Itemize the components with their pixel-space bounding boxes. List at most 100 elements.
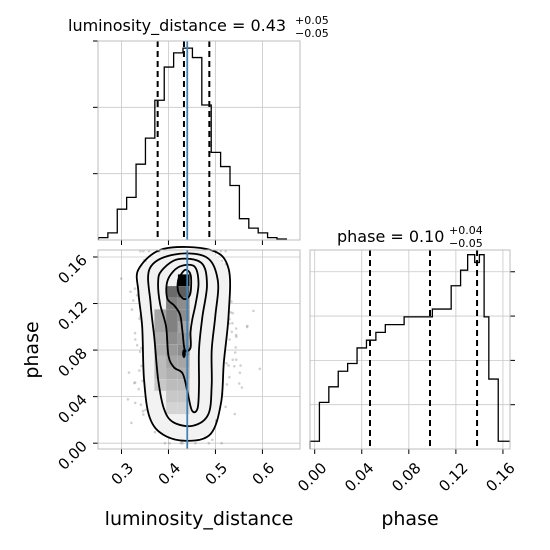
- joint-scatter-point: [225, 383, 229, 386]
- joint-density-cell-29: [177, 402, 190, 415]
- phase-hist-step: [309, 254, 510, 449]
- joint-scatter-point: [227, 364, 230, 367]
- phase-hist-outline: [309, 254, 510, 449]
- joint-scatter-point: [119, 277, 123, 280]
- joint-scatter-point: [133, 401, 137, 405]
- joint-scatter-point: [234, 346, 237, 349]
- joint-scatter-point: [132, 299, 135, 302]
- joint-scatter-point: [127, 371, 131, 374]
- joint-density-cell-28: [166, 402, 178, 415]
- phase-hist-frame: [309, 249, 511, 450]
- phase-hist-xtick-label-2: 0.08: [388, 459, 424, 495]
- phase-hist-xtick-label-4: 0.16: [482, 459, 518, 495]
- joint-density-cell-22: [177, 367, 190, 380]
- joint-density-cell-5: [154, 309, 167, 321]
- joint-scatter-point: [141, 379, 144, 383]
- joint-density-cell-1: [166, 286, 178, 298]
- joint-scatter-point: [246, 324, 249, 328]
- joint-scatter-point: [252, 309, 255, 313]
- joint-scatter-point: [231, 311, 234, 315]
- joint-scatter-point: [233, 364, 236, 368]
- joint-scatter-point: [153, 430, 157, 434]
- joint-frame: [97, 249, 301, 450]
- joint-scatter-point: [133, 338, 137, 341]
- luminosity-distance-hist-frame: [97, 40, 301, 241]
- joint-density-cell-26: [166, 390, 178, 403]
- joint-y-axis-label: phase: [21, 321, 43, 378]
- luminosity-distance-title-main: luminosity_distance = 0.43: [68, 16, 286, 36]
- joint-scatter-point: [142, 413, 145, 416]
- joint-contour-3: [147, 252, 220, 428]
- joint-scatter-point: [231, 321, 234, 325]
- luminosity-distance-title-sup: +0.05: [295, 14, 329, 27]
- joint-scatter-point: [138, 369, 141, 372]
- joint-scatter-point: [126, 398, 130, 401]
- joint-density-cell-4: [177, 297, 190, 310]
- joint-ytick-label-3: 0.12: [54, 298, 90, 334]
- phase-quantile-lines: [369, 250, 479, 449]
- joint-scatter-point: [138, 317, 141, 321]
- joint-density-cell-24: [166, 379, 178, 391]
- joint-density-cell-19: [177, 355, 190, 368]
- joint-density-cell-14: [154, 344, 167, 356]
- joint-scatter-point: [130, 308, 134, 311]
- joint-xtick-label-0: 0.3: [108, 459, 138, 489]
- phase-histogram-panel: phase = 0.10 +0.04 −0.05 0.00 0.04 0.08 0.1…: [294, 224, 519, 530]
- joint-scatter-point: [181, 441, 184, 445]
- luminosity-distance-title-sub: −0.05: [295, 27, 329, 40]
- joint-scatter-point: [141, 409, 145, 413]
- joint-density-cell-15: [166, 344, 178, 356]
- joint-contours: [135, 246, 232, 442]
- phase-title-sub: −0.05: [449, 237, 483, 250]
- joint-density-cell-18: [166, 355, 178, 368]
- joint-density-cell-25: [177, 379, 190, 391]
- joint-contour-2: [157, 257, 208, 414]
- joint-scatter-point: [133, 331, 137, 335]
- joint-scatter-point: [235, 335, 238, 339]
- joint-scatter-point: [233, 412, 237, 416]
- joint-scatter-point: [240, 386, 244, 389]
- joint-scatter-point: [233, 351, 237, 354]
- joint-scatter-point: [139, 249, 142, 253]
- joint-density-cell-21: [166, 367, 178, 380]
- joint-density-cell-12: [166, 332, 178, 345]
- joint-scatter-point: [194, 441, 197, 445]
- joint-scatter-point: [139, 403, 143, 407]
- joint-scatter-point: [258, 367, 262, 371]
- phase-hist-xtick-label-1: 0.04: [341, 459, 377, 495]
- joint-scatter-point: [237, 382, 241, 385]
- joint-ytick-label-1: 0.04: [54, 391, 90, 427]
- joint-density-cell-27: [177, 390, 190, 403]
- luminosity-distance-hist-ticks: [93, 40, 263, 245]
- phase-title: phase = 0.10: [337, 227, 444, 246]
- joint-ytick-label-2: 0.08: [54, 344, 90, 380]
- phase-hist-xtick-label-3: 0.12: [435, 459, 471, 495]
- joint-scatter-point: [228, 375, 231, 379]
- joint-scatter-point: [245, 325, 249, 329]
- joint-xtick-label-1: 0.4: [155, 459, 185, 489]
- joint-density-cell-23: [154, 379, 167, 391]
- phase-x-axis-label: phase: [381, 508, 438, 530]
- joint-ytick-label-4: 0.16: [54, 251, 90, 287]
- joint-scatter-point: [142, 249, 145, 253]
- joint-scatter-point: [139, 346, 143, 350]
- luminosity-distance-hist-step: [97, 47, 288, 240]
- joint-scatter-point: [168, 441, 171, 445]
- joint-x-axis-label: luminosity_distance: [105, 508, 294, 530]
- joint-scatter-point: [229, 311, 232, 314]
- joint-scatter-point: [239, 364, 242, 367]
- joint-density-cell-20: [154, 367, 167, 380]
- joint-scatter-point: [207, 441, 211, 445]
- joint-density-panel: 0.3 0.4 0.5 0.6 0.00 0.04 0.08 0.12 0.16 lumino…: [21, 246, 301, 530]
- phase-hist-xtick-label-0: 0.00: [294, 459, 330, 495]
- phase-hist-ticks: 0.00 0.04 0.08 0.12 0.16: [294, 271, 519, 495]
- phase-title-main: phase = 0.10: [337, 227, 444, 246]
- joint-scatter-point: [147, 249, 151, 253]
- joint-density-cell-2: [177, 286, 190, 298]
- joint-scatter-point: [133, 287, 137, 290]
- luminosity-distance-histogram-panel: luminosity_distance = 0.43 +0.05 −0.05: [68, 14, 329, 245]
- joint-density-cell-6: [166, 309, 178, 321]
- joint-scatter-point: [234, 358, 238, 362]
- joint-xtick-label-3: 0.6: [249, 459, 279, 489]
